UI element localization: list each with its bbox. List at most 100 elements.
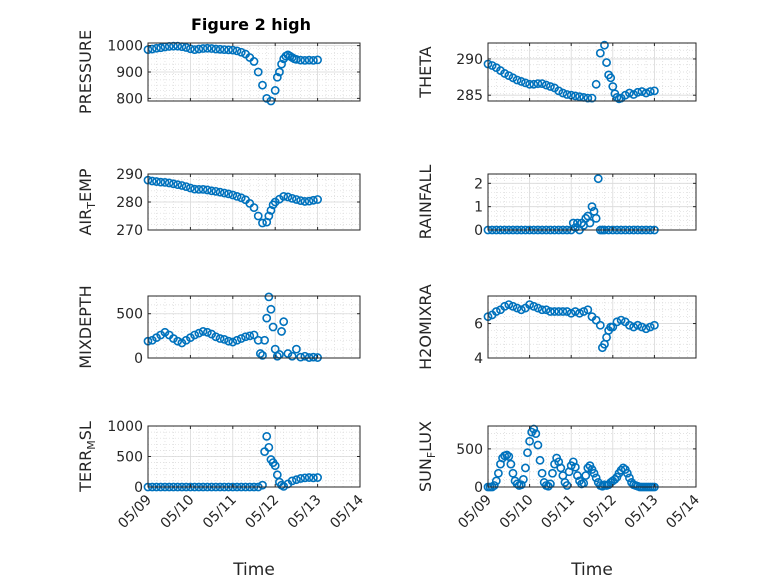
data-point	[543, 481, 553, 491]
data-point	[622, 468, 632, 478]
data-point	[249, 330, 259, 340]
data-point	[219, 45, 229, 54]
data-point	[650, 86, 659, 96]
data-point	[585, 218, 595, 228]
data-point	[535, 455, 545, 465]
data-point	[556, 463, 566, 473]
data-point	[512, 75, 522, 85]
subplot-2: 270 280 290	[116, 167, 361, 239]
data-point	[260, 335, 269, 345]
data-point	[521, 78, 530, 88]
data-point	[190, 45, 200, 54]
data-point	[147, 44, 157, 54]
data-point	[591, 213, 601, 223]
data-point	[245, 331, 255, 341]
data-point	[570, 307, 580, 316]
data-point	[152, 177, 161, 186]
data-point	[236, 193, 246, 203]
data-point	[277, 59, 286, 69]
data-point	[266, 304, 276, 314]
data-point	[224, 189, 233, 199]
y-tick-label: 0	[134, 480, 143, 496]
data-point	[562, 481, 572, 490]
data-point	[253, 67, 263, 77]
subplot-7: 0 500 05/09 05/10 05/11 05/12 05/13 05/14 Time	[455, 424, 703, 580]
y-tick-label: 285	[456, 88, 483, 104]
data-point	[591, 315, 601, 325]
data-point	[313, 195, 322, 204]
y-axis-label-4: MIXDEPTH	[76, 285, 95, 368]
data-point	[650, 320, 659, 330]
data-point	[207, 44, 216, 53]
y-axis-label-subscript: F	[425, 452, 438, 458]
data-point	[215, 187, 225, 197]
data-point	[625, 88, 634, 98]
plot-area	[488, 43, 696, 101]
data-point	[279, 191, 289, 201]
data-point	[262, 431, 272, 441]
data-point	[308, 56, 318, 65]
data-point	[566, 308, 576, 318]
data-point	[219, 334, 229, 344]
x-tick-label: 05/13	[285, 492, 325, 532]
data-point	[529, 79, 539, 89]
data-point	[211, 44, 221, 54]
data-point	[211, 332, 221, 342]
data-point	[308, 195, 318, 205]
y-tick-label: 290	[116, 167, 143, 183]
y-axis-label-3: RAINFALL	[416, 165, 435, 240]
data-point	[279, 317, 289, 327]
data-point	[525, 79, 534, 89]
axis-box	[487, 425, 697, 488]
y-axis-label-1: THETA	[416, 46, 435, 98]
y-tick-label: 0	[474, 223, 483, 239]
data-point	[512, 479, 522, 489]
data-point	[224, 45, 233, 55]
data-point	[608, 322, 618, 332]
data-point	[558, 88, 568, 98]
data-point	[541, 80, 551, 90]
y-tick-label: 500	[116, 450, 143, 466]
data-point	[198, 44, 208, 53]
data-point	[595, 320, 605, 330]
data-point	[266, 205, 276, 215]
data-point	[160, 177, 170, 187]
data-point	[304, 196, 314, 206]
data-point	[641, 324, 651, 334]
data-point	[558, 307, 568, 316]
y-axis-label-subscript: T	[85, 202, 98, 210]
data-point	[202, 43, 212, 53]
data-point	[529, 424, 539, 434]
data-point	[164, 178, 174, 188]
y-tick-label: 290	[456, 52, 483, 68]
data-point	[232, 46, 242, 56]
data-point	[633, 87, 643, 97]
y-tick-label: 2	[474, 176, 483, 192]
data-point	[300, 473, 310, 483]
y-tick-label: 4	[474, 351, 483, 367]
data-point	[173, 180, 183, 190]
y-axis-label-part: TERR	[76, 450, 95, 493]
data-point	[583, 93, 593, 103]
data-point	[291, 195, 301, 204]
plot-area	[148, 296, 360, 358]
data-point	[287, 193, 297, 203]
data-point	[570, 462, 580, 472]
data-point	[537, 79, 547, 88]
data-point	[633, 320, 643, 330]
y-axis-label-part: SL	[76, 421, 95, 440]
data-point	[546, 307, 555, 316]
data-point	[190, 184, 200, 194]
data-point	[300, 197, 310, 206]
data-point	[554, 307, 564, 316]
data-point	[500, 301, 510, 311]
subplot-5: 46	[474, 295, 697, 367]
data-point	[521, 463, 530, 473]
data-point	[616, 315, 626, 325]
data-point	[512, 303, 522, 313]
data-point	[215, 44, 225, 54]
data-point	[277, 327, 286, 336]
y-axis-label-2: AIRTEMP	[76, 168, 98, 235]
data-point	[546, 479, 555, 489]
